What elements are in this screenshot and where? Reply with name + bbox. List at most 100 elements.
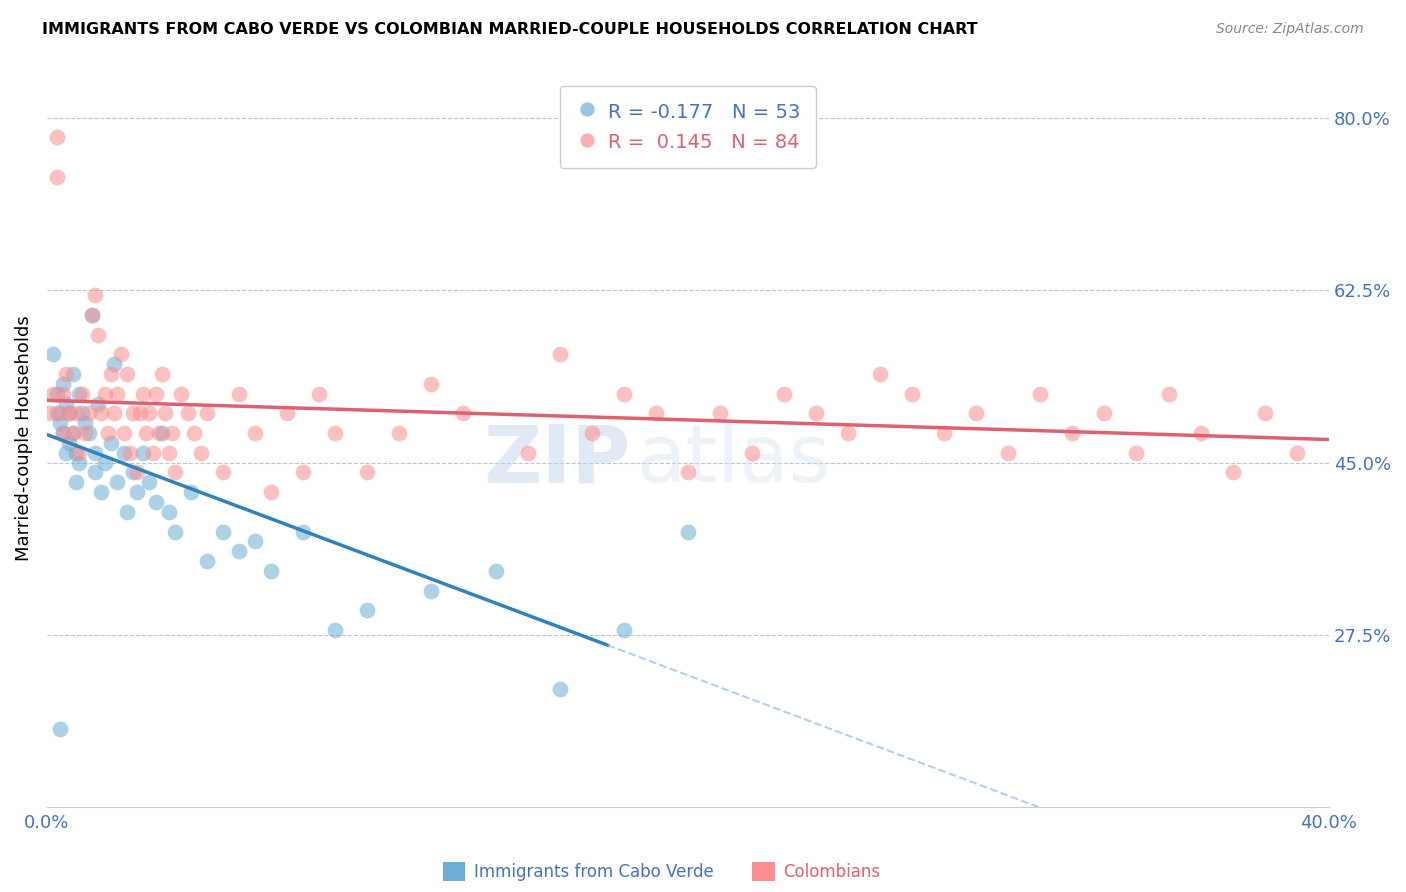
Point: [180, 485, 202, 500]
Point: [70, 386, 93, 401]
Point: [110, 347, 132, 361]
Point: [516, 446, 538, 460]
Point: [548, 347, 571, 361]
Point: [84, 466, 107, 480]
Point: [212, 466, 235, 480]
Point: [644, 406, 666, 420]
Point: [128, 406, 150, 420]
Point: [676, 524, 699, 539]
Text: atlas: atlas: [637, 421, 831, 500]
Point: [132, 446, 155, 460]
Point: [105, 475, 128, 490]
Point: [308, 386, 330, 401]
Point: [420, 583, 443, 598]
Point: [1222, 466, 1244, 480]
Point: [190, 446, 212, 460]
Point: [55, 396, 77, 410]
Point: [1189, 425, 1212, 440]
Point: [75, 416, 97, 430]
Point: [145, 495, 167, 509]
Point: [45, 386, 67, 401]
Point: [120, 446, 142, 460]
Point: [45, 169, 67, 184]
Point: [145, 386, 167, 401]
Point: [292, 524, 315, 539]
Point: [100, 367, 122, 381]
Point: [132, 386, 155, 401]
Point: [135, 425, 157, 440]
Point: [93, 386, 115, 401]
Point: [93, 456, 115, 470]
Point: [97, 425, 120, 440]
Point: [773, 386, 796, 401]
Point: [997, 446, 1019, 460]
Point: [105, 386, 128, 401]
Point: [837, 425, 859, 440]
Point: [1062, 425, 1084, 440]
Point: [115, 367, 138, 381]
Point: [195, 406, 218, 420]
Point: [356, 603, 378, 617]
Point: [100, 436, 122, 450]
Point: [148, 425, 170, 440]
Point: [613, 386, 636, 401]
Point: [125, 485, 148, 500]
Point: [39, 406, 62, 420]
Point: [77, 406, 100, 420]
Point: [87, 327, 110, 342]
Text: IMMIGRANTS FROM CABO VERDE VS COLOMBIAN MARRIED-COUPLE HOUSEHOLDS CORRELATION CH: IMMIGRANTS FROM CABO VERDE VS COLOMBIAN …: [42, 22, 977, 37]
Point: [1094, 406, 1116, 420]
Point: [195, 554, 218, 568]
Point: [48, 416, 70, 430]
Point: [170, 386, 193, 401]
Point: [112, 425, 135, 440]
Point: [581, 425, 603, 440]
Point: [138, 475, 160, 490]
Point: [965, 406, 987, 420]
Point: [1157, 386, 1180, 401]
Point: [138, 406, 160, 420]
Point: [276, 406, 298, 420]
Point: [1029, 386, 1052, 401]
Point: [165, 524, 187, 539]
Point: [245, 425, 267, 440]
Point: [115, 505, 138, 519]
Point: [52, 376, 75, 391]
Point: [87, 396, 110, 410]
Point: [103, 406, 125, 420]
Text: Immigrants from Cabo Verde: Immigrants from Cabo Verde: [474, 863, 714, 881]
Point: [709, 406, 731, 420]
Point: [103, 357, 125, 371]
Point: [613, 623, 636, 637]
Point: [934, 425, 956, 440]
Point: [77, 425, 100, 440]
Point: [323, 425, 346, 440]
Point: [55, 367, 77, 381]
Point: [741, 446, 763, 460]
Point: [160, 425, 183, 440]
Point: [228, 386, 250, 401]
Point: [48, 722, 70, 736]
Y-axis label: Married-couple Households: Married-couple Households: [15, 315, 32, 561]
Point: [901, 386, 924, 401]
Point: [484, 564, 506, 578]
Point: [42, 386, 65, 401]
Point: [52, 425, 75, 440]
Point: [155, 406, 177, 420]
Point: [676, 466, 699, 480]
Point: [90, 406, 112, 420]
Point: [58, 436, 80, 450]
Point: [42, 347, 65, 361]
Point: [157, 446, 180, 460]
Point: [1285, 446, 1308, 460]
Point: [55, 446, 77, 460]
Point: [58, 406, 80, 420]
Point: [45, 130, 67, 145]
Point: [228, 544, 250, 558]
Text: Source: ZipAtlas.com: Source: ZipAtlas.com: [1216, 22, 1364, 37]
Point: [67, 446, 90, 460]
Point: [356, 466, 378, 480]
Text: Colombians: Colombians: [783, 863, 880, 881]
Point: [45, 406, 67, 420]
Point: [245, 534, 267, 549]
